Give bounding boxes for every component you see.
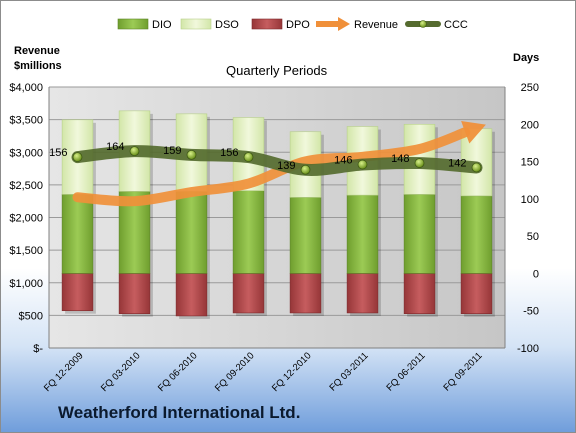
legend-swatch-revenue-arrowhead	[338, 17, 350, 31]
ccc-point	[129, 146, 140, 157]
right-tick-label: -50	[523, 306, 539, 318]
legend-swatch-ccc-dot	[419, 20, 427, 28]
line-series: 156 164 159 156 139 146 148 142	[49, 120, 486, 207]
bar-dio	[346, 194, 379, 274]
bar-dio	[460, 195, 493, 274]
legend-label-ccc: CCC	[444, 19, 468, 31]
bar-dpo	[118, 273, 151, 314]
right-tick-label: 100	[521, 194, 539, 206]
right-axis-label: Days	[513, 52, 540, 64]
company-name: Weatherford International Ltd.	[58, 403, 301, 422]
right-tick-label: 50	[527, 231, 539, 243]
right-tick-label: 0	[533, 268, 539, 280]
bar-dio	[289, 197, 322, 274]
legend: DIO DSO DPO Revenue CCC	[117, 17, 468, 31]
ccc-data-label: 156	[220, 147, 238, 159]
ccc-point	[300, 164, 311, 175]
ccc-point	[243, 152, 254, 162]
legend-label-revenue: Revenue	[354, 19, 398, 31]
ccc-point	[186, 149, 197, 160]
legend-swatch-dpo	[251, 18, 283, 30]
bar-dio	[175, 191, 208, 274]
chart-title: Quarterly Periods	[226, 63, 328, 78]
bar-dpo	[460, 273, 493, 314]
ccc-data-label: 159	[163, 145, 181, 157]
left-tick-label: $500	[19, 310, 43, 322]
left-tick-label: $1,500	[9, 245, 43, 257]
bar-dpo	[175, 273, 208, 317]
right-axis-ticks: -100 -50 0 50 100 150 200 250	[517, 82, 539, 355]
revenue-arrowhead	[461, 120, 486, 144]
ccc-point	[471, 162, 482, 173]
bar-dpo	[61, 273, 94, 312]
right-tick-label: 200	[521, 119, 539, 131]
bar-dio	[403, 194, 436, 274]
bar-dpo	[346, 273, 379, 314]
left-tick-label: $2,000	[9, 213, 43, 225]
ccc-data-label: 139	[277, 160, 295, 172]
ccc-data-label: 156	[49, 147, 67, 159]
left-axis-label: Revenue $millions	[14, 44, 62, 74]
right-tick-label: -100	[517, 343, 539, 355]
legend-label-dso: DSO	[215, 19, 239, 31]
left-tick-label: $2,500	[9, 180, 43, 192]
legend-label-dpo: DPO	[286, 19, 310, 31]
legend-swatch-dio	[117, 18, 149, 30]
ccc-data-label: 148	[391, 153, 409, 165]
bar-dpo	[289, 273, 322, 314]
ccc-point	[357, 159, 368, 170]
bar-dpo	[403, 273, 436, 314]
left-axis-ticks: $- $500 $1,000 $1,500 $2,000 $2,500 $3,000 $3,5…	[9, 82, 43, 355]
left-axis-label-line1: Revenue	[14, 45, 60, 57]
ccc-data-label: 164	[106, 141, 124, 153]
left-axis-label-line2: $millions	[14, 60, 62, 72]
left-tick-label: $4,000	[9, 82, 43, 94]
legend-swatch-dso	[180, 18, 212, 30]
bar-dpo	[232, 273, 265, 314]
ccc-point	[72, 152, 83, 162]
legend-label-dio: DIO	[152, 19, 172, 31]
left-tick-label: $3,000	[9, 147, 43, 159]
right-tick-label: 250	[521, 82, 539, 94]
left-tick-label: $1,000	[9, 278, 43, 290]
ccc-point	[414, 158, 425, 168]
left-tick-label: $-	[33, 343, 43, 355]
ccc-data-label: 142	[448, 158, 466, 170]
revenue-line	[72, 127, 471, 207]
ccc-data-label: 146	[334, 155, 352, 167]
bar-dio	[61, 194, 94, 274]
left-tick-label: $3,500	[9, 115, 43, 127]
bar-dio	[232, 190, 265, 274]
right-tick-label: 150	[521, 157, 539, 169]
